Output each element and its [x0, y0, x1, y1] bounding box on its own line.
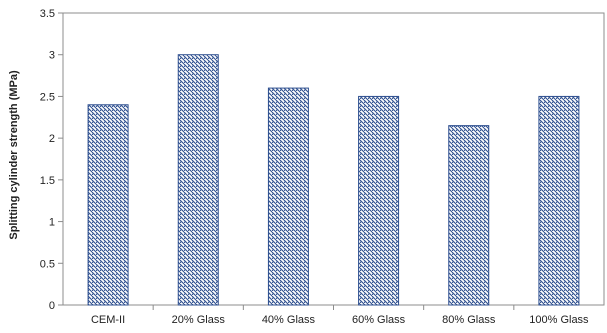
y-tick-label: 1.5: [40, 175, 55, 187]
bar: [538, 95, 580, 306]
x-tick-label: 80% Glass: [442, 314, 496, 326]
x-tick-label: CEM-II: [91, 314, 125, 326]
plot-border: [62, 12, 605, 306]
bar: [448, 125, 490, 306]
y-tick-label: 0.5: [40, 258, 55, 270]
y-tick-label: 3: [49, 50, 55, 62]
bar: [177, 54, 219, 306]
y-tick-label: 1: [49, 217, 55, 229]
y-tick-label: 2: [49, 133, 55, 145]
bar: [358, 95, 400, 306]
y-axis-title: Splitting cylinder strength (MPa): [8, 70, 20, 240]
y-tick-label: 0: [49, 300, 55, 312]
x-tick-label: 100% Glass: [529, 314, 589, 326]
plot-area: 0 0.5 1 1.5 2 2.5 3 3.5 CEM-II 20% Glass 40% Glass…: [40, 8, 605, 326]
x-tick-label: 60% Glass: [352, 314, 406, 326]
y-tick-label: 3.5: [40, 8, 55, 20]
bar: [87, 104, 129, 306]
y-tick-label: 2.5: [40, 91, 55, 103]
x-tick-label: 40% Glass: [262, 314, 316, 326]
x-tick-label: 20% Glass: [172, 314, 226, 326]
bar: [267, 87, 309, 306]
